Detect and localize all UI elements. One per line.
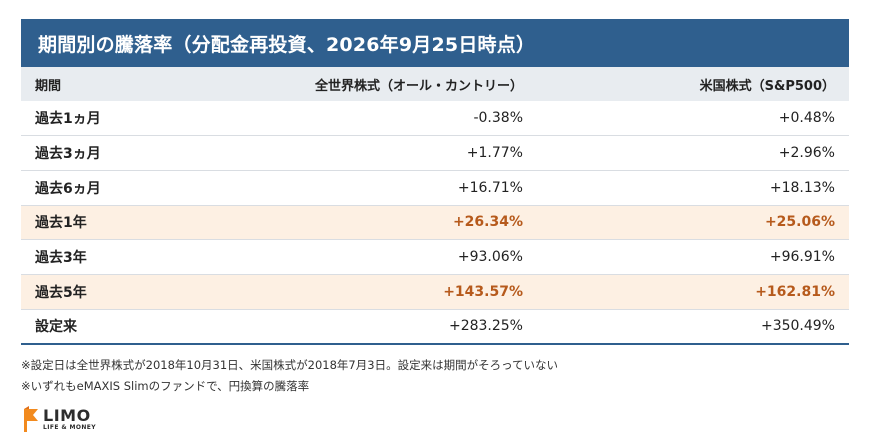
world-equity-cell: +1.77%: [466, 145, 523, 162]
us-equity-cell: +25.06%: [764, 214, 835, 231]
world-equity-cell: +283.25%: [448, 318, 523, 335]
logo-wordmark: LIMO: [43, 405, 91, 425]
table-row: 過去6ヵ月 +16.71% +18.13%: [21, 170, 849, 206]
performance-table: 期間 全世界株式（オール・カントリー） 米国株式（S&P500） 過去1ヵ月 -0…: [21, 67, 849, 345]
us-equity-cell: +162.81%: [755, 283, 835, 300]
period-cell: 過去1ヵ月: [35, 111, 101, 128]
table-row: 過去1ヵ月 -0.38% +0.48%: [21, 101, 849, 136]
table-row: 過去3年 +93.06% +96.91%: [21, 240, 849, 275]
world-equity-cell: +93.06%: [457, 249, 523, 266]
world-equity-cell: +143.57%: [443, 283, 523, 300]
footnotes: ※設定日は全世界株式が2018年10月31日、米国株式が2018年7月3日。設定…: [21, 355, 558, 397]
us-equity-cell: +0.48%: [778, 110, 835, 127]
logo-tagline: LIFE & MONEY: [43, 423, 96, 431]
table-row: 過去3ヵ月 +1.77% +2.96%: [21, 136, 849, 171]
us-equity-cell: +18.13%: [769, 179, 835, 196]
table-header-row: 期間 全世界株式（オール・カントリー） 米国株式（S&P500）: [21, 67, 849, 101]
period-cell: 設定来: [35, 319, 77, 336]
table-row: 設定来 +283.25% +350.49%: [21, 309, 849, 344]
period-cell: 過去3ヵ月: [35, 146, 101, 163]
us-equity-cell: +96.91%: [769, 249, 835, 266]
period-cell: 過去3年: [35, 250, 87, 267]
period-cell: 過去6ヵ月: [35, 180, 101, 197]
us-equity-cell: +2.96%: [778, 145, 835, 162]
header-period: 期間: [35, 78, 62, 94]
limo-flag-icon: [24, 406, 38, 432]
us-equity-cell: +350.49%: [760, 318, 835, 335]
table-row: 過去5年 +143.57% +162.81%: [21, 274, 849, 310]
header-us-equity: 米国株式（S&P500）: [699, 78, 835, 94]
world-equity-cell: +16.71%: [457, 179, 523, 196]
footnote: ※いずれもeMAXIS Slimのファンドで、円換算の騰落率: [21, 379, 310, 393]
world-equity-cell: +26.34%: [452, 214, 523, 231]
header-world-equity: 全世界株式（オール・カントリー）: [314, 78, 523, 94]
period-cell: 過去5年: [35, 284, 87, 301]
footnote: ※設定日は全世界株式が2018年10月31日、米国株式が2018年7月3日。設定…: [21, 358, 558, 372]
table-row: 過去1年 +26.34% +25.06%: [21, 205, 849, 240]
period-cell: 過去1年: [35, 215, 87, 232]
limo-logo: LIMO LIFE & MONEY: [22, 405, 96, 433]
performance-card: 期間別の騰落率（分配金再投資、2026年9月25日時点） 期間 全世界株式（オー…: [21, 19, 849, 345]
world-equity-cell: -0.38%: [473, 110, 523, 127]
table-title: 期間別の騰落率（分配金再投資、2026年9月25日時点）: [21, 19, 849, 67]
